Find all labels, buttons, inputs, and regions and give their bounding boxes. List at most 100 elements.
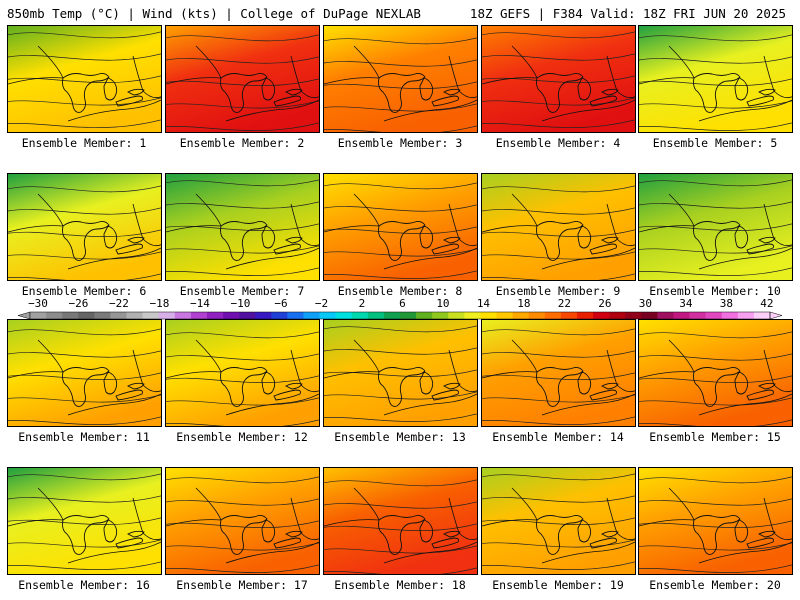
height-contour	[482, 119, 635, 128]
colorbar-segment	[528, 312, 546, 319]
coastline	[166, 487, 319, 564]
colorbar-segment	[335, 312, 353, 319]
colorbar-tick-label: −10	[231, 297, 251, 310]
height-contour	[639, 34, 792, 42]
ensemble-member-label: Ensemble Member: 5	[652, 136, 778, 150]
colorbar-segment	[126, 312, 143, 319]
height-contour	[166, 542, 319, 551]
great-lakes-outline	[693, 366, 776, 407]
ensemble-member-label: Ensemble Member: 19	[492, 578, 624, 592]
ensemble-member-label: Ensemble Member: 8	[337, 284, 463, 298]
height-contour	[482, 273, 635, 280]
colorbar-segment	[721, 312, 739, 319]
ensemble-member-label: Ensemble Member: 3	[337, 136, 463, 150]
ensemble-member-map-15	[638, 319, 793, 427]
colorbar-segment	[158, 312, 176, 319]
colorbar-segment	[174, 312, 192, 319]
colorbar-tick-label: 26	[598, 297, 611, 310]
great-lakes-outline	[378, 514, 461, 555]
height-contour	[8, 97, 161, 106]
colorbar-segment	[142, 312, 159, 319]
colorbar-segment	[78, 312, 95, 319]
height-contour	[8, 251, 161, 260]
height-contour	[8, 273, 161, 280]
height-contour	[482, 416, 635, 425]
colorbar-segment	[737, 312, 755, 319]
height-contour	[324, 545, 477, 554]
colorbar-segment	[190, 312, 208, 319]
colorbar-tick-label: 14	[477, 297, 491, 310]
great-lakes-outline	[62, 514, 145, 555]
height-contour	[639, 419, 792, 426]
colorbar-segment	[351, 312, 369, 319]
height-contour	[8, 416, 161, 425]
height-contour	[8, 517, 161, 525]
temperature-colorbar: −30 −26 −22 −18 −14 −10 −6 −2 2 6 10 14 18 22 26 30 34 38…	[17, 297, 783, 320]
great-lakes-outline	[378, 366, 461, 407]
height-contour	[8, 207, 161, 215]
ensemble-member-map-10	[638, 173, 793, 281]
height-contour	[166, 267, 319, 276]
ensemble-member-map-8	[323, 173, 478, 281]
height-contour	[324, 270, 477, 279]
colorbar-right-arrow	[769, 311, 783, 320]
height-contour	[166, 56, 319, 64]
height-contour	[324, 81, 477, 89]
height-contour	[324, 204, 477, 212]
height-contour	[639, 122, 792, 131]
great-lakes-outline	[378, 72, 461, 113]
coastline	[639, 339, 792, 416]
height-contour	[639, 179, 792, 187]
ensemble-member-map-4	[481, 25, 636, 133]
height-contour	[166, 34, 319, 42]
height-contour	[324, 103, 477, 112]
ensemble-member-map-7	[165, 173, 320, 281]
colorbar-tick-label: −18	[150, 297, 170, 310]
ensemble-member-map-9	[481, 173, 636, 281]
colorbar-tick-label: 6	[399, 297, 406, 310]
colorbar-segment	[206, 312, 224, 319]
colorbar-tick-label: 42	[760, 297, 773, 310]
height-contour	[482, 473, 635, 481]
height-contour	[482, 539, 635, 548]
height-contour	[482, 517, 635, 525]
colorbar-tick-label: −22	[109, 297, 129, 310]
colorbar-segment	[625, 312, 642, 319]
ensemble-member-label: Ensemble Member: 6	[21, 284, 147, 298]
height-contour	[639, 223, 792, 231]
height-contour	[324, 125, 477, 132]
colorbar-segment	[480, 312, 497, 319]
colorbar-segment	[94, 312, 111, 319]
coastline	[8, 45, 161, 122]
height-contour	[482, 350, 635, 358]
height-contour	[166, 122, 319, 131]
height-contour	[324, 501, 477, 509]
colorbar-segment	[576, 312, 594, 319]
coastline	[8, 487, 161, 564]
coastline	[166, 193, 319, 270]
height-contour	[166, 476, 319, 484]
colorbar-segment	[496, 312, 513, 319]
colorbar-segment	[753, 312, 771, 319]
ensemble-member-label: Ensemble Member: 13	[334, 430, 466, 444]
height-contour	[324, 325, 477, 333]
height-contour	[324, 567, 477, 574]
height-contour	[8, 328, 161, 336]
great-lakes-outline	[220, 220, 303, 261]
height-contour	[639, 542, 792, 551]
height-contour	[8, 561, 161, 570]
height-contour	[8, 229, 161, 237]
coastline	[324, 487, 477, 564]
colorbar-segment	[400, 312, 417, 319]
great-lakes-outline	[220, 366, 303, 407]
colorbar-outline	[29, 311, 771, 320]
ensemble-member-map-12	[165, 319, 320, 427]
height-contour	[639, 201, 792, 209]
great-lakes-outline	[536, 220, 619, 261]
colorbar-segment	[287, 312, 304, 319]
height-contour	[324, 59, 477, 67]
height-contour	[639, 100, 792, 109]
height-contour	[8, 75, 161, 83]
height-contour	[639, 476, 792, 484]
coastline	[8, 193, 161, 270]
